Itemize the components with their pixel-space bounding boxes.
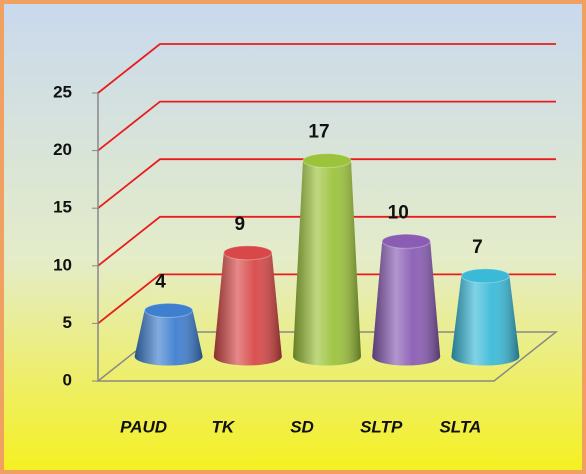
- bar-shade: [372, 234, 441, 366]
- grid-line: [97, 158, 556, 209]
- data-label: 4: [155, 271, 166, 292]
- bar-shade: [213, 245, 282, 366]
- y-tick-label: 25: [53, 82, 72, 101]
- bar-shade: [293, 153, 361, 366]
- bar-shade: [134, 303, 203, 366]
- data-label: 9: [235, 214, 246, 235]
- bar-top: [302, 153, 352, 169]
- y-tick-label: 15: [53, 198, 72, 217]
- y-tick-label: 0: [63, 370, 72, 389]
- x-tick-label: SLTP: [360, 417, 403, 436]
- y-tick-label: 20: [53, 140, 72, 159]
- data-label: 10: [388, 202, 409, 223]
- grid-line: [97, 43, 556, 94]
- bar-shade: [451, 268, 520, 366]
- grid-line: [97, 100, 556, 152]
- x-tick-label: SD: [290, 417, 314, 436]
- bar-top: [144, 302, 194, 318]
- x-tick-label: TK: [211, 417, 235, 436]
- x-tick-label: PAUD: [120, 417, 167, 436]
- data-label: 7: [472, 237, 483, 258]
- y-tick-label: 5: [63, 313, 72, 332]
- bar-top: [381, 233, 431, 249]
- y-tick-label: 10: [53, 255, 72, 274]
- bar-top: [223, 245, 273, 261]
- data-label: 17: [308, 122, 329, 143]
- bar-top: [460, 268, 510, 284]
- grid-line: [97, 215, 556, 267]
- x-tick-label: SLTA: [439, 417, 481, 436]
